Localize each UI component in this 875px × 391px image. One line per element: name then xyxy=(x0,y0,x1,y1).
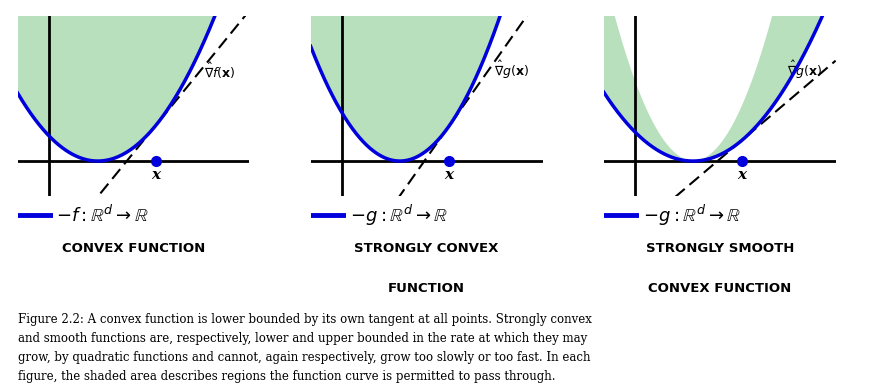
Text: x: x xyxy=(738,168,746,182)
Text: x: x xyxy=(151,168,160,182)
Text: FUNCTION: FUNCTION xyxy=(388,282,466,294)
Text: x: x xyxy=(444,168,453,182)
Text: $\hat{\nabla} f(\mathbf{x})$: $\hat{\nabla} f(\mathbf{x})$ xyxy=(205,61,236,81)
Text: $-f : \mathbb{R}^d \rightarrow \mathbb{R}$: $-f : \mathbb{R}^d \rightarrow \mathbb{R… xyxy=(56,204,150,226)
Text: $-g : \mathbb{R}^d \rightarrow \mathbb{R}$: $-g : \mathbb{R}^d \rightarrow \mathbb{R… xyxy=(349,203,448,228)
Text: CONVEX FUNCTION: CONVEX FUNCTION xyxy=(62,242,205,255)
Text: $-g : \mathbb{R}^d \rightarrow \mathbb{R}$: $-g : \mathbb{R}^d \rightarrow \mathbb{R… xyxy=(642,203,741,228)
Text: Figure 2.2: A convex function is lower bounded by its own tangent at all points.: Figure 2.2: A convex function is lower b… xyxy=(18,313,592,383)
Text: STRONGLY SMOOTH: STRONGLY SMOOTH xyxy=(646,242,794,255)
Text: $\hat{\nabla} g(\mathbf{x})$: $\hat{\nabla} g(\mathbf{x})$ xyxy=(788,59,822,81)
Text: CONVEX FUNCTION: CONVEX FUNCTION xyxy=(648,282,791,294)
Text: STRONGLY CONVEX: STRONGLY CONVEX xyxy=(354,242,499,255)
Text: $\hat{\nabla} g(\mathbf{x})$: $\hat{\nabla} g(\mathbf{x})$ xyxy=(494,59,529,81)
